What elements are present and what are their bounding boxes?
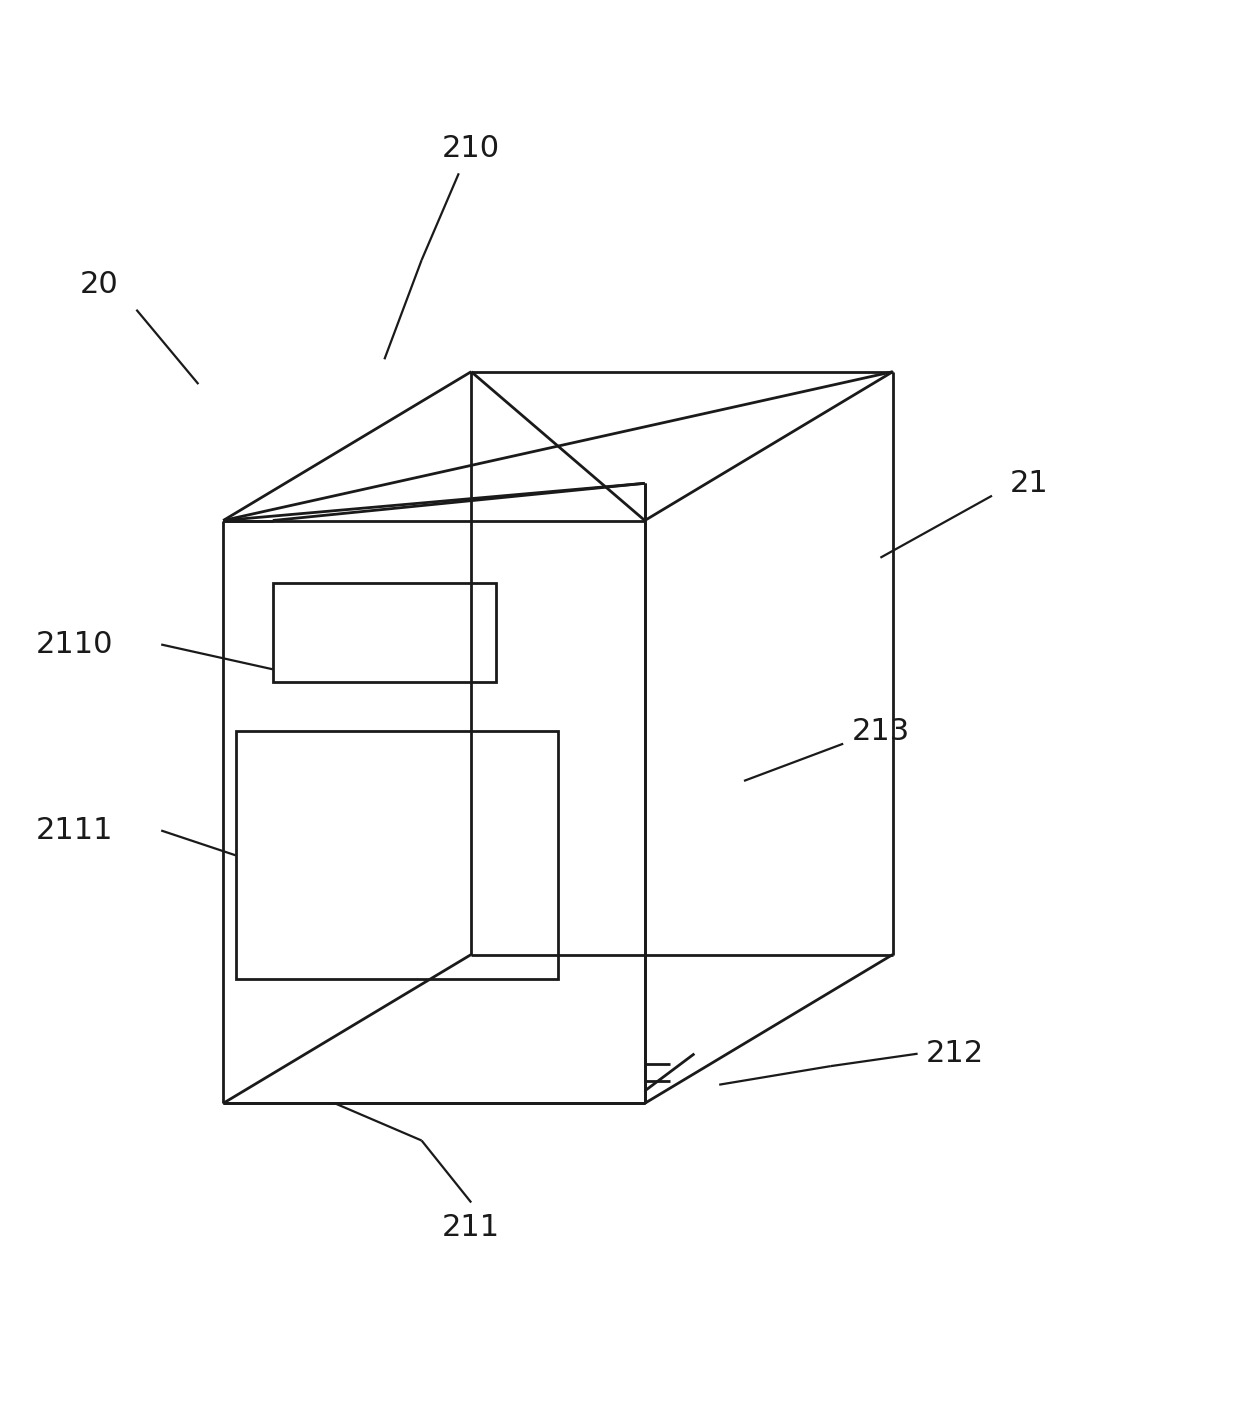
Text: 211: 211 bbox=[443, 1212, 500, 1242]
Bar bbox=[273, 582, 496, 681]
Text: 2111: 2111 bbox=[36, 815, 113, 845]
Text: 20: 20 bbox=[79, 270, 119, 300]
Text: 21: 21 bbox=[1009, 469, 1049, 497]
Text: 213: 213 bbox=[852, 716, 909, 746]
Text: 2110: 2110 bbox=[36, 630, 113, 658]
Bar bbox=[236, 732, 558, 979]
Text: 212: 212 bbox=[926, 1039, 983, 1068]
Text: 210: 210 bbox=[443, 134, 500, 162]
